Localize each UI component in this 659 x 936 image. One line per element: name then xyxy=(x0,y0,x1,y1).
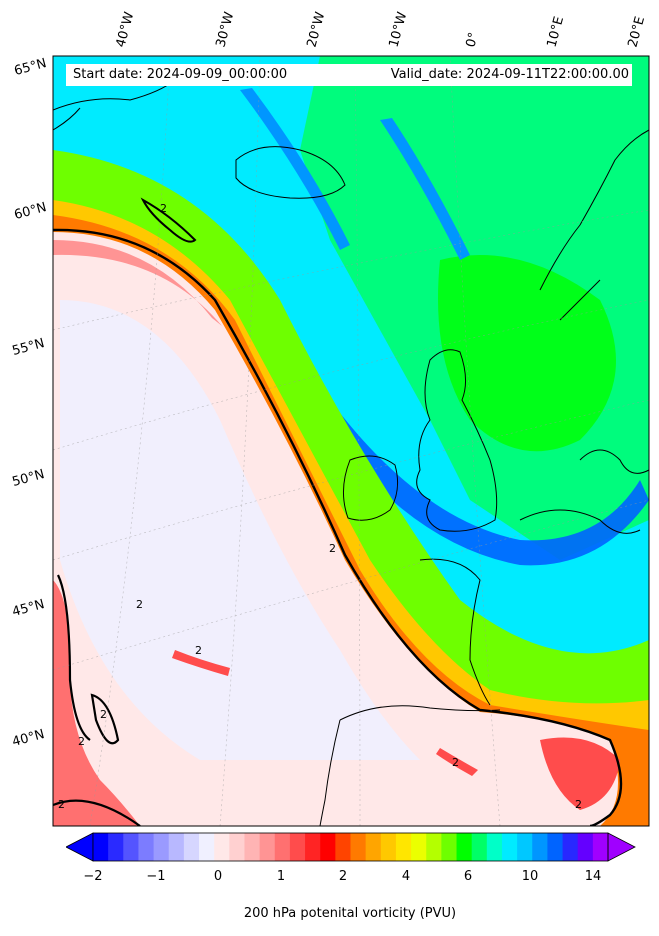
contour-label: 2 xyxy=(58,798,65,811)
colorbar-tick: 0 xyxy=(213,869,223,884)
colorbar-segment xyxy=(183,833,200,861)
pv-red-left-edge xyxy=(53,580,140,826)
coastline-iceland xyxy=(235,146,346,199)
colorbar-tick: 14 xyxy=(584,869,602,884)
colorbar-segment xyxy=(274,833,291,861)
coastline-north-sea xyxy=(519,449,649,534)
pv-white-core xyxy=(60,300,420,760)
colorbar-segment xyxy=(395,833,412,861)
map-frame xyxy=(52,55,650,827)
colorbar-segment xyxy=(168,833,185,861)
colorbar-segment xyxy=(365,833,382,861)
colorbar-segment xyxy=(532,833,548,861)
colorbar-segment xyxy=(547,833,564,861)
contour-label: 2 xyxy=(78,735,85,748)
pv-2-contour-left xyxy=(53,574,141,826)
valid-date: Valid_date: 2024-09-11T22:00:00.00 xyxy=(390,67,629,82)
contour-label: 2 xyxy=(575,798,582,811)
coastline-scotland xyxy=(416,349,498,532)
colorbar-tick: 2 xyxy=(338,869,348,884)
colorbar-frame xyxy=(92,832,609,862)
colorbar-label: 200 hPa potenital vorticity (PVU) xyxy=(243,906,457,921)
colorbar-segment xyxy=(229,833,245,861)
start-date: Start date: 2024-09-09_00:00:00 xyxy=(73,67,288,82)
colorbar-segment xyxy=(138,833,155,861)
colorbar-segment xyxy=(108,833,124,861)
contour-label: 2 xyxy=(329,542,336,555)
colorbar-segment xyxy=(153,833,170,861)
colorbar-segment xyxy=(380,833,397,861)
colorbar-segment xyxy=(123,833,139,861)
colorbar-segment xyxy=(501,833,518,861)
coastline-france-iberia xyxy=(319,558,501,826)
pv-2-contour-small-1 xyxy=(140,197,197,243)
colorbar-segment xyxy=(244,833,261,861)
pv-red-spots xyxy=(172,650,620,810)
colorbar-tick: −2 xyxy=(83,869,103,884)
contour-label: 2 xyxy=(195,644,202,657)
colorbar-segment xyxy=(289,833,306,861)
colorbar-segment xyxy=(592,833,609,861)
pv-blue-band xyxy=(320,400,649,566)
colorbar-segment xyxy=(335,833,351,861)
pv-red-edge xyxy=(53,240,222,326)
pv-green-patches xyxy=(438,255,616,452)
colorbar-tick: 10 xyxy=(521,869,539,884)
colorbar-segment xyxy=(486,833,503,861)
colorbar-over-arrow xyxy=(607,832,636,862)
colorbar-segment xyxy=(441,833,458,861)
colorbar-tick: −1 xyxy=(146,869,166,884)
coastline-scandinavia xyxy=(539,129,649,321)
pv-2-contour xyxy=(53,228,623,826)
colorbar-segment xyxy=(305,833,321,861)
colorbar-segment xyxy=(93,833,109,861)
contour-label: 2 xyxy=(160,202,167,215)
colorbar-segment xyxy=(320,833,336,861)
colorbar-segment xyxy=(199,833,215,861)
colorbar-segment xyxy=(411,833,427,861)
colorbar-segment xyxy=(562,833,579,861)
colorbar-segment xyxy=(259,833,276,861)
graticule xyxy=(53,56,649,826)
contour-label: 2 xyxy=(452,756,459,769)
colorbar-segment xyxy=(350,833,367,861)
colorbar-segment xyxy=(577,833,594,861)
pv-blue-streaks xyxy=(240,88,470,260)
colorbar-segment xyxy=(214,833,230,861)
colorbar-segment xyxy=(426,833,442,861)
colorbar-tick: 4 xyxy=(401,869,411,884)
date-info-box: Start date: 2024-09-09_00:00:00 Valid_da… xyxy=(66,64,632,86)
contour-label: 2 xyxy=(100,708,107,721)
colorbar-tick: 6 xyxy=(463,869,473,884)
contour-label: 2 xyxy=(136,598,143,611)
colorbar-segment xyxy=(456,833,473,861)
coastline-greenland xyxy=(53,79,176,131)
colorbar xyxy=(66,832,636,862)
colorbar-tick: 1 xyxy=(276,869,286,884)
colorbar-segment xyxy=(471,833,488,861)
colorbar-segment xyxy=(517,833,533,861)
coastline-ireland xyxy=(343,455,399,521)
colorbar-under-arrow xyxy=(66,832,94,862)
